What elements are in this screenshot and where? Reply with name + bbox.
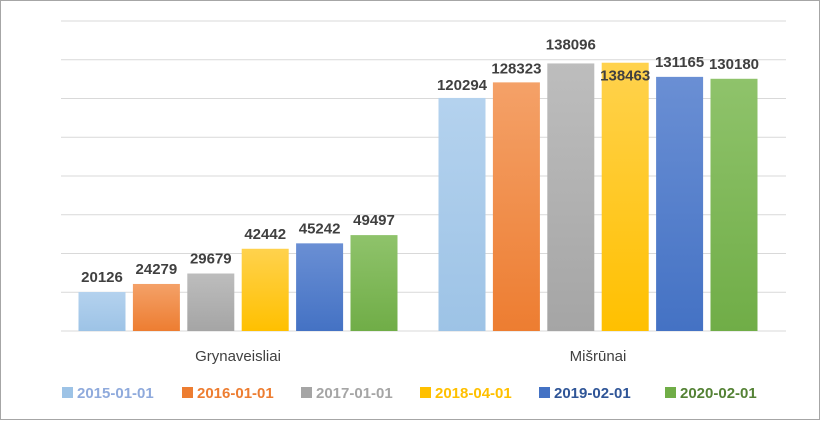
category-labels-layer: Grynaveisliai Mišrūnai bbox=[195, 348, 626, 365]
legend-item-2017-01-01: 2017-01-01 bbox=[301, 385, 393, 402]
value-labels-layer: 20126 24279 29679 42442 45242 49497 1202941283… bbox=[81, 36, 759, 286]
value-label: 29679 bbox=[190, 250, 232, 267]
bar-mirnai-2019-02-01 bbox=[656, 76, 704, 331]
legend-swatch bbox=[539, 387, 550, 398]
value-label: 138096 bbox=[546, 36, 596, 53]
value-label: 120294 bbox=[437, 77, 488, 94]
legend: 2015-01-01 2016-01-01 2017-01-01 2018-04-01… bbox=[62, 385, 757, 402]
legend-item-2015-01-01: 2015-01-01 bbox=[62, 385, 154, 402]
legend-label: 2018-04-01 bbox=[435, 385, 512, 402]
category-label: Mišrūnai bbox=[570, 348, 627, 365]
bar-mirnai-2015-01-01 bbox=[438, 97, 486, 331]
legend-swatch bbox=[420, 387, 431, 398]
bar-grynaveisliai-2016-01-01 bbox=[132, 283, 180, 331]
bar-grynaveisliai-2018-04-01 bbox=[241, 248, 289, 331]
bar-grynaveisliai-2019-02-01 bbox=[296, 243, 344, 331]
bar-grynaveisliai-2017-01-01 bbox=[187, 273, 235, 331]
legend-label: 2017-01-01 bbox=[316, 385, 393, 402]
legend-swatch bbox=[62, 387, 73, 398]
legend-item-2019-02-01: 2019-02-01 bbox=[539, 385, 631, 402]
legend-label: 2016-01-01 bbox=[197, 385, 274, 402]
bar-grynaveisliai-2015-01-01 bbox=[78, 292, 126, 331]
value-label: 45242 bbox=[299, 220, 341, 237]
legend-item-2018-04-01: 2018-04-01 bbox=[420, 385, 512, 402]
bar-mirnai-2020-02-01 bbox=[710, 78, 758, 332]
value-label: 130180 bbox=[709, 56, 759, 73]
value-label: 42442 bbox=[244, 226, 286, 243]
legend-label: 2019-02-01 bbox=[554, 385, 631, 402]
legend-label: 2020-02-01 bbox=[680, 385, 757, 402]
bars-layer bbox=[78, 62, 758, 332]
bar-grynaveisliai-2020-02-01 bbox=[350, 235, 398, 331]
bar-mirnai-2017-01-01 bbox=[547, 63, 595, 332]
gridlines bbox=[61, 20, 786, 332]
legend-swatch bbox=[665, 387, 676, 398]
value-label: 49497 bbox=[353, 212, 395, 229]
value-label: 20126 bbox=[81, 269, 123, 286]
legend-item-2016-01-01: 2016-01-01 bbox=[182, 385, 274, 402]
value-label: 128323 bbox=[491, 60, 541, 77]
legend-label: 2015-01-01 bbox=[77, 385, 154, 402]
value-label: 131165 bbox=[655, 54, 704, 71]
legend-item-2020-02-01: 2020-02-01 bbox=[665, 385, 757, 402]
bar-mirnai-2016-01-01 bbox=[492, 82, 540, 331]
value-label: 24279 bbox=[136, 261, 178, 278]
legend-swatch bbox=[301, 387, 312, 398]
value-label: 138463 bbox=[600, 68, 650, 85]
legend-swatch bbox=[182, 387, 193, 398]
bar-mirnai-2018-04-01 bbox=[601, 62, 649, 331]
category-label: Grynaveisliai bbox=[195, 348, 281, 365]
